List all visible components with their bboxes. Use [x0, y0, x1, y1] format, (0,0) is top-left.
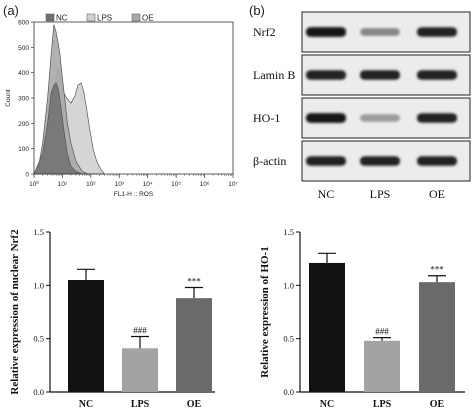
blot-lane-label: NC	[318, 187, 335, 201]
histogram-ytick-label: 500	[18, 45, 29, 52]
blot-band	[306, 113, 346, 123]
blot-label: Lamin B	[253, 68, 295, 82]
bar-ytick-label: 0.5	[283, 334, 294, 344]
significance-label: ###	[375, 327, 389, 337]
bar-category-label: LPS	[373, 399, 392, 410]
bar-lps	[364, 340, 400, 392]
bar-category-label: OE	[187, 399, 202, 410]
bar-lps	[122, 348, 158, 392]
bar-category-label: LPS	[131, 399, 150, 410]
bar-ytick-label: 0.0	[33, 387, 44, 397]
legend-label-oe: OE	[142, 14, 154, 23]
panel-label-b: (b)	[249, 3, 265, 18]
significance-label: ###	[133, 326, 147, 336]
histogram-ytick-label: 0	[25, 172, 29, 179]
bar-oe	[419, 282, 455, 392]
bar-ylabel: Relative expression of nuclear Nrf2	[9, 229, 21, 395]
histogram-xtick-label: 10⁶	[200, 181, 210, 188]
ho1-bar-chart: 0.0 0.5 1.0 1.5 NC ### LPS *** OE Relative expres…	[259, 227, 465, 410]
legend-label-lps: LPS	[97, 14, 112, 23]
blot-band	[360, 156, 400, 166]
bar-ytick-label: 1.0	[33, 280, 44, 290]
histogram-xtick-label: 10⁵	[171, 181, 181, 188]
blot-band	[360, 70, 400, 80]
legend-swatch-nc	[45, 13, 55, 22]
histogram-xtick-label: 10²	[86, 181, 96, 188]
histogram-xtick-label: 10⁰	[29, 180, 39, 188]
western-blot: Nrf2 Lamin B HO-1 β-actin NC LPS OE	[253, 11, 471, 201]
bar-ylabel: Relative expression of HO-1	[259, 246, 271, 377]
bar-ytick-label: 1.5	[283, 227, 294, 237]
blot-label: HO-1	[253, 111, 280, 125]
nrf2-bar-chart: 0.0 0.5 1.0 1.5 NC ### LPS *** OE Relative expres…	[9, 227, 215, 410]
blot-band	[360, 28, 400, 36]
bar-category-label: NC	[79, 399, 93, 410]
bar-ytick-label: 1.0	[283, 280, 294, 290]
histogram-ytick-label: 200	[18, 121, 29, 128]
significance-label: ***	[187, 276, 201, 286]
blot-label: β-actin	[253, 154, 286, 168]
legend-swatch-oe	[131, 13, 141, 22]
blot-band	[360, 114, 400, 122]
histogram-xtick-label: 10³	[115, 181, 125, 188]
histogram-ytick-label: 400	[18, 70, 29, 77]
histogram-series-nc	[33, 82, 83, 175]
blot-band	[417, 70, 457, 80]
blot-band	[306, 27, 346, 37]
histogram-ytick-label: 300	[18, 96, 29, 103]
bar-ytick-label: 0.5	[33, 334, 44, 344]
histogram-xlabel: FL1-H :: ROS	[114, 191, 154, 198]
flow-histogram: 0 100 200 300 400 500 600 10⁰ 10¹ 10² 10³ 10⁴ 10⁵ 10⁶…	[5, 14, 238, 199]
bar-category-label: NC	[320, 399, 334, 410]
panel-label-a: (a)	[3, 3, 19, 18]
histogram-xtick-label: 10¹	[58, 181, 68, 188]
bar-ytick-label: 1.5	[33, 227, 44, 237]
bar-nc	[309, 262, 345, 392]
bar-ytick-label: 0.0	[283, 387, 294, 397]
blot-lane-label: LPS	[370, 187, 391, 201]
bar-oe	[176, 298, 212, 392]
blot-band	[417, 27, 457, 37]
histogram-ylabel: Count	[5, 89, 12, 107]
bar-nc	[68, 280, 104, 392]
significance-label: ***	[430, 265, 444, 275]
bar-category-label: OE	[430, 399, 445, 410]
legend-label-nc: NC	[56, 14, 68, 23]
blot-band	[417, 156, 457, 166]
blot-band	[417, 113, 457, 123]
blot-band	[306, 156, 346, 166]
legend-swatch-lps	[86, 13, 96, 22]
blot-band	[306, 70, 346, 80]
blot-lane-label: OE	[429, 187, 445, 201]
histogram-ytick-label: 600	[18, 20, 29, 27]
histogram-ytick-label: 100	[18, 146, 29, 153]
histogram-xtick-label: 10⁴	[143, 181, 153, 188]
blot-label: Nrf2	[253, 25, 276, 39]
histogram-xtick-label: 10⁷	[228, 181, 238, 188]
